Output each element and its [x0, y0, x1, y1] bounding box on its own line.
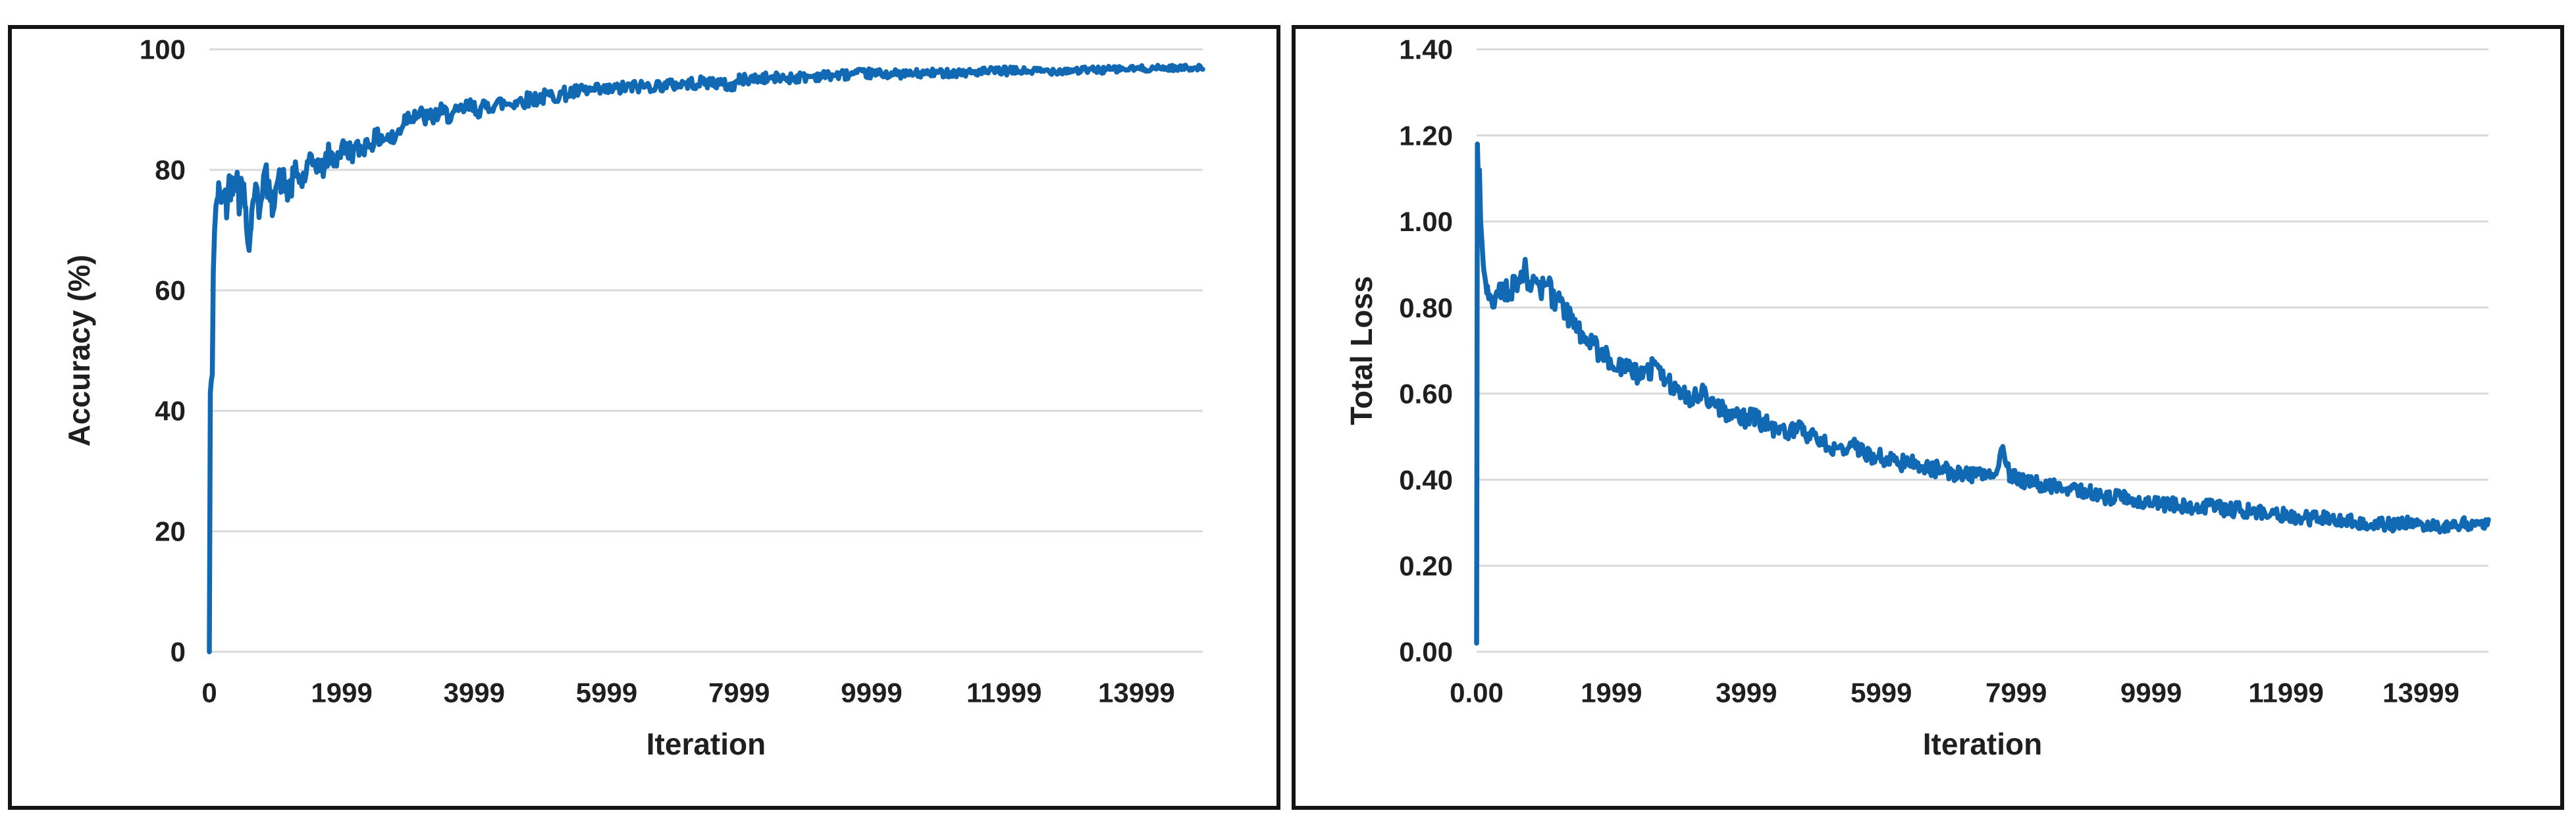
loss-chart-panel: 0.00 0.20 0.40 0.60 0.80 1.00 1.20 1.40 0.00 199… [1292, 25, 2564, 810]
x-axis-title: Iteration [1923, 727, 2042, 761]
x-tick-label: 1999 [311, 677, 372, 708]
x-tick-label: 9999 [841, 677, 902, 708]
x-tick-label: 11999 [966, 677, 1041, 708]
y-tick-label: 0.80 [1399, 292, 1453, 323]
x-tick-label: 13999 [2382, 677, 2459, 708]
x-tick-label: 1999 [1581, 677, 1642, 708]
y-tick-label: 80 [155, 155, 186, 186]
loss-chart-svg: 0.00 0.20 0.40 0.60 0.80 1.00 1.20 1.40 0.00 199… [1344, 34, 2491, 761]
y-tick-label: 1.00 [1399, 206, 1453, 237]
y-axis-title: Total Loss [1344, 276, 1379, 425]
y-axis-title: Accuracy (%) [62, 255, 96, 446]
x-tick-label: 11999 [2248, 677, 2323, 708]
x-tick-label: 0.00 [1450, 677, 1504, 708]
x-tick-label: 0 [201, 677, 217, 708]
y-tick-label: 0.00 [1399, 637, 1453, 668]
accuracy-chart-svg: 0 20 40 60 80 100 0 1999 3999 5999 7999 9999 11999 1… [62, 34, 1205, 761]
accuracy-series-line [207, 63, 1205, 654]
y-tick-label: 1.40 [1399, 34, 1453, 65]
y-tick-label: 0.40 [1399, 464, 1453, 495]
x-tick-label: 13999 [1098, 677, 1175, 708]
y-tick-label: 40 [155, 396, 186, 427]
x-tick-label: 7999 [1985, 677, 2047, 708]
y-tick-label: 0.60 [1399, 379, 1453, 410]
x-tick-label: 3999 [1716, 677, 1777, 708]
y-tick-label: 100 [140, 34, 186, 65]
x-tick-label: 5999 [1851, 677, 1912, 708]
accuracy-chart-panel: 0 20 40 60 80 100 0 1999 3999 5999 7999 9999 11999 1… [8, 25, 1280, 810]
loss-series-line [1474, 142, 2491, 646]
y-tick-label: 1.20 [1399, 120, 1453, 151]
x-tick-label: 7999 [708, 677, 770, 708]
y-tick-label: 60 [155, 275, 186, 306]
y-tick-label: 0.20 [1399, 550, 1453, 581]
x-tick-label: 9999 [2120, 677, 2182, 708]
x-tick-label: 5999 [576, 677, 637, 708]
x-tick-label: 3999 [444, 677, 505, 708]
x-axis-title: Iteration [646, 727, 766, 761]
y-tick-label: 0 [171, 637, 186, 668]
y-tick-label: 20 [155, 516, 186, 547]
